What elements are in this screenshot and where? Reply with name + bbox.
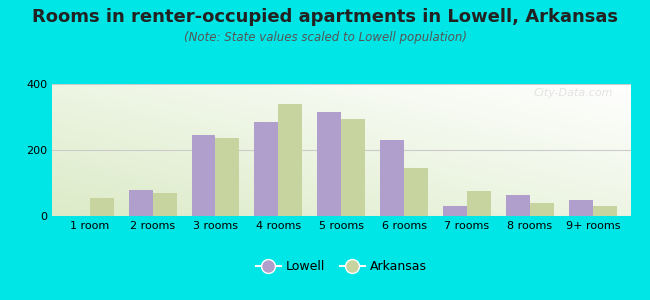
Bar xyxy=(467,191,491,216)
Bar xyxy=(404,168,428,216)
Text: City-Data.com: City-Data.com xyxy=(534,88,613,98)
Bar xyxy=(506,194,530,216)
Bar xyxy=(593,206,617,216)
Bar xyxy=(153,193,177,216)
Bar xyxy=(192,135,216,216)
Bar xyxy=(129,190,153,216)
Text: (Note: State values scaled to Lowell population): (Note: State values scaled to Lowell pop… xyxy=(183,32,467,44)
Bar xyxy=(216,138,239,216)
Bar xyxy=(90,198,114,216)
Bar xyxy=(255,122,278,216)
Text: Rooms in renter-occupied apartments in Lowell, Arkansas: Rooms in renter-occupied apartments in L… xyxy=(32,8,618,26)
Bar xyxy=(530,203,554,216)
Bar xyxy=(278,104,302,216)
Legend: Lowell, Arkansas: Lowell, Arkansas xyxy=(250,255,432,278)
Bar xyxy=(341,118,365,216)
Bar xyxy=(443,206,467,216)
Bar xyxy=(569,200,593,216)
Bar xyxy=(317,112,341,216)
Bar xyxy=(380,140,404,216)
